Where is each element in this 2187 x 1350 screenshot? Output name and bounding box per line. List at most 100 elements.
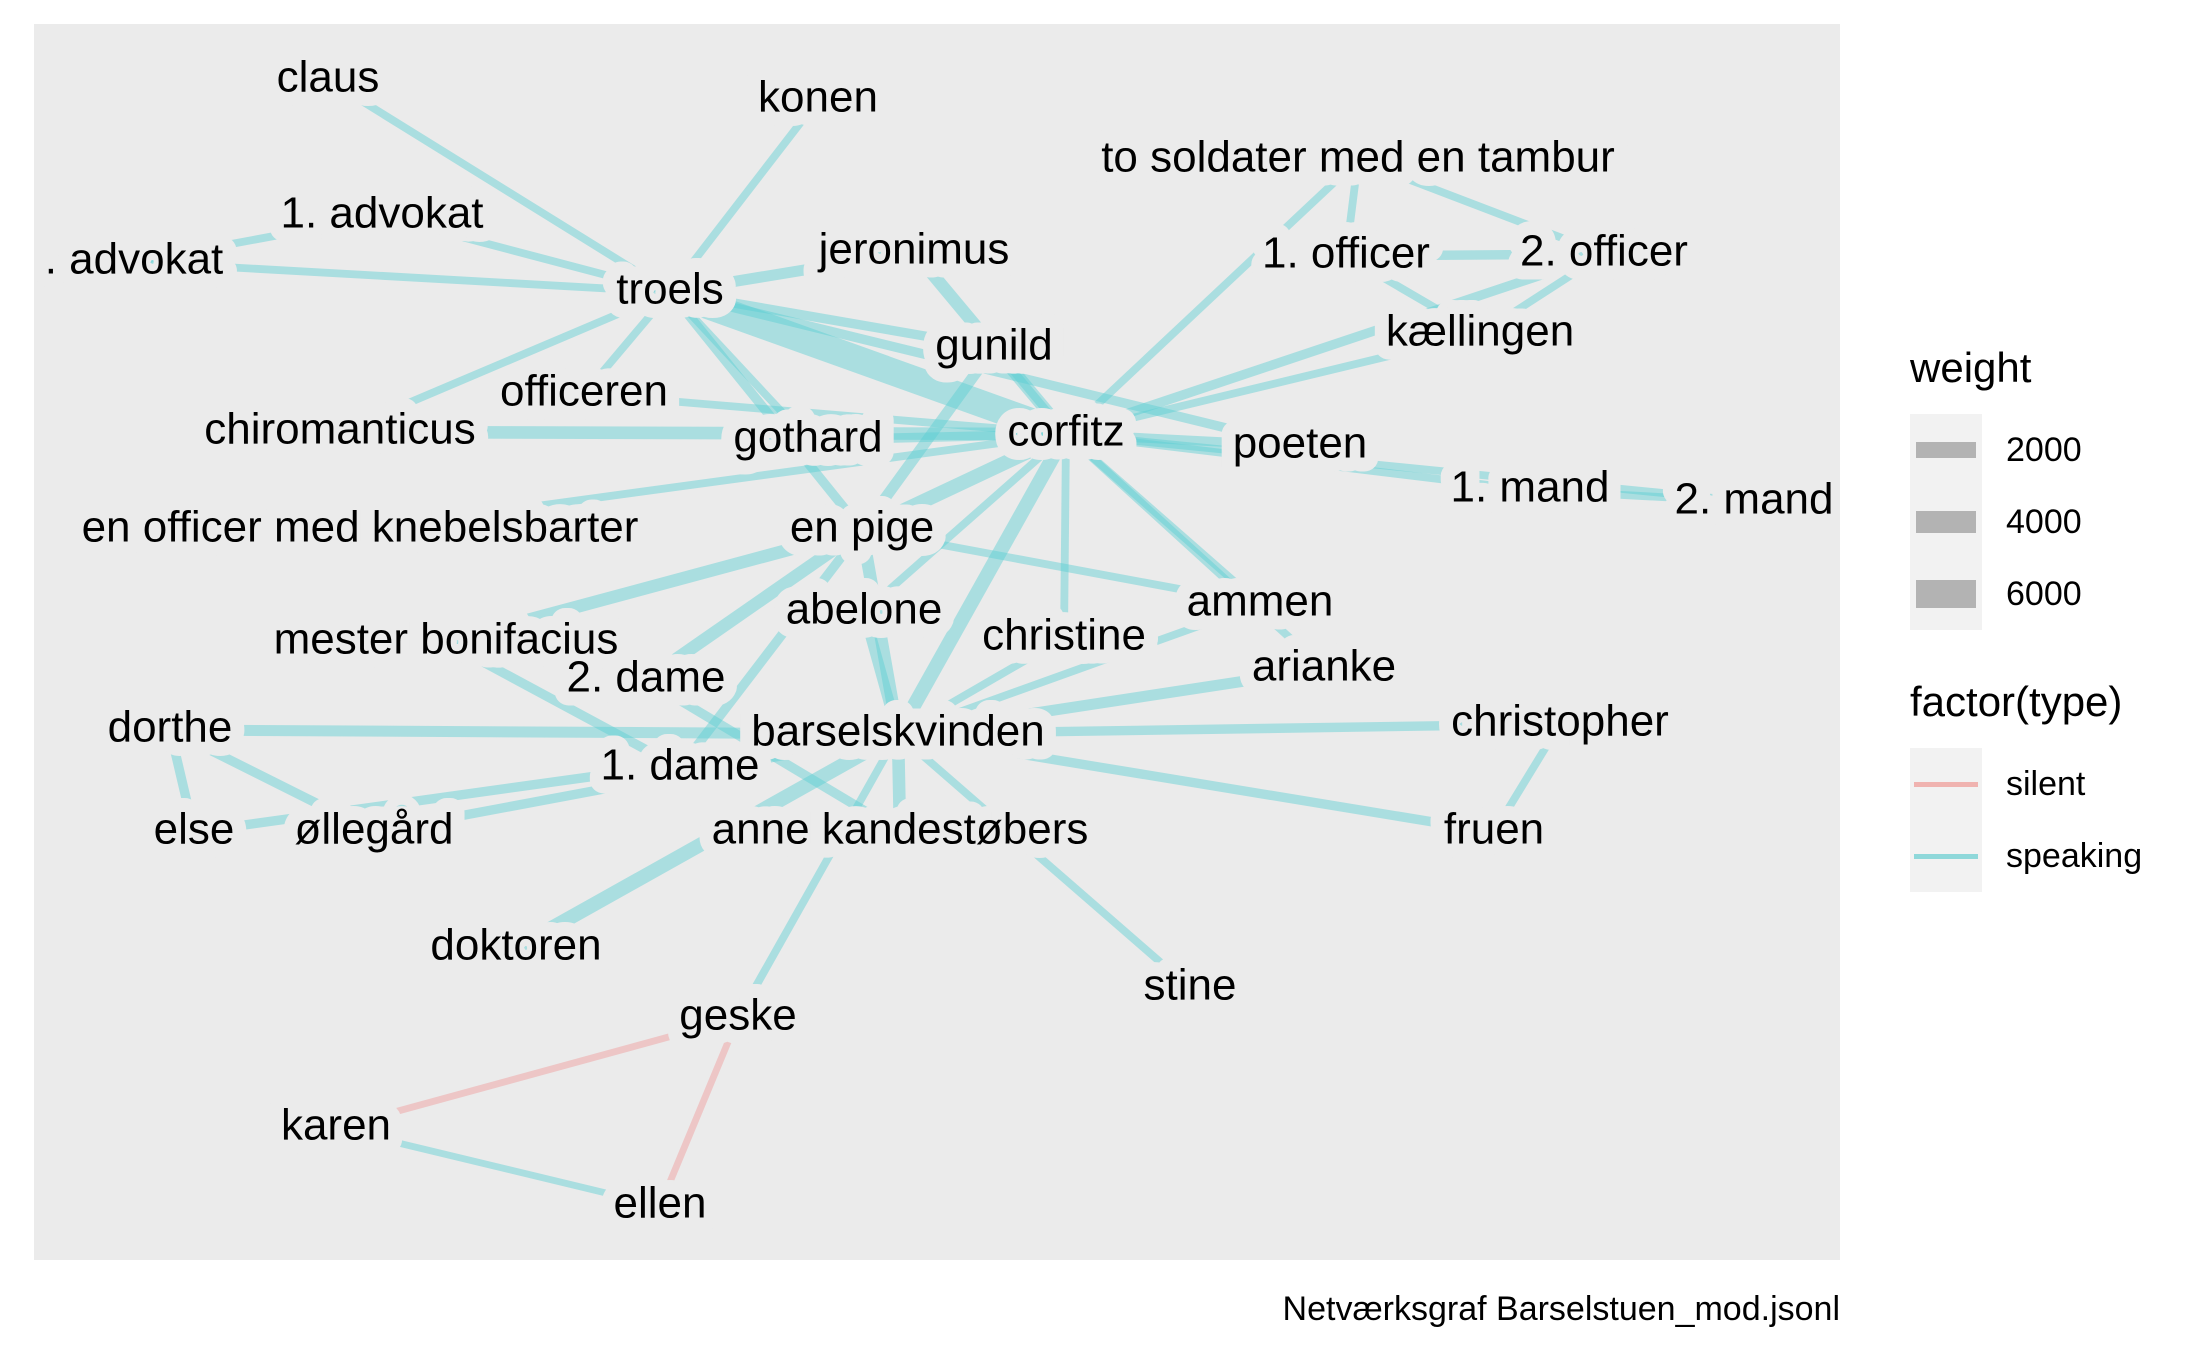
legend-weight-label: 2000 bbox=[2006, 430, 2082, 469]
node-label-konen: konen bbox=[758, 73, 878, 122]
node-label-ellen: ellen bbox=[614, 1179, 707, 1228]
node-label-kaellingen: kællingen bbox=[1386, 307, 1574, 356]
node-label-mester_bonifacius: mester bonifacius bbox=[274, 615, 619, 664]
node-label-dame1: 1. dame bbox=[601, 741, 760, 790]
edge-en_pige-ammen bbox=[861, 526, 1261, 608]
edge-claus-troels bbox=[325, 76, 673, 296]
edge-corfitz-ammen bbox=[1063, 431, 1263, 607]
edge-karen-ellen bbox=[335, 1124, 661, 1210]
legend-type-key bbox=[1910, 748, 1982, 820]
edge-advokat2-troels bbox=[133, 258, 671, 296]
edge-troels-gothard bbox=[667, 289, 811, 443]
edge-barselskvinden-stine bbox=[895, 731, 1193, 991]
edge-corfitz-christine bbox=[1060, 433, 1070, 639]
legend-weight: weight 2000 4000 6000 bbox=[1910, 344, 2180, 630]
node-label-fruen: fruen bbox=[1444, 805, 1544, 854]
edge-else-barselskvinden bbox=[193, 729, 899, 837]
node-label-mand1: 1. mand bbox=[1451, 463, 1610, 512]
weight-swatch bbox=[1916, 579, 1976, 609]
legend-weight-key bbox=[1910, 486, 1982, 558]
edge-troels-corfitz bbox=[665, 279, 1071, 447]
weight-swatch bbox=[1916, 511, 1976, 533]
node-label-poeten: poeten bbox=[1233, 419, 1368, 468]
legend-weight-item: 2000 bbox=[1910, 414, 2180, 486]
node-label-geske: geske bbox=[679, 991, 796, 1040]
edge-barselskvinden-ammen bbox=[896, 600, 1262, 738]
edge-to_soldater-corfitz bbox=[1063, 157, 1361, 437]
node-label-claus: claus bbox=[277, 53, 380, 102]
edge-mand1-mand2 bbox=[1529, 486, 1755, 506]
edge-ollegard-barselskvinden bbox=[373, 729, 899, 837]
edge-officer1-kaellingen bbox=[1344, 252, 1482, 338]
edge-officer2-kaellingen bbox=[1477, 250, 1607, 338]
edge-dorthe-ollegard bbox=[167, 725, 377, 837]
edge-officeren-corfitz bbox=[583, 390, 1067, 438]
legend-weight-item: 6000 bbox=[1910, 558, 2180, 630]
edge-konen-troels bbox=[666, 97, 822, 295]
node-label-gothard: gothard bbox=[733, 413, 882, 462]
network-graph: claus konen to soldater med en tambur 1. ad… bbox=[34, 39, 1840, 1242]
node-label-officer1: 1. officer bbox=[1262, 229, 1430, 278]
legend-weight-label: 4000 bbox=[2006, 502, 2082, 541]
node-label-else: else bbox=[154, 805, 235, 854]
legend-type-label: silent bbox=[2006, 764, 2086, 803]
legend-weight-title: weight bbox=[1910, 344, 2032, 391]
legend-type-key bbox=[1910, 820, 1982, 892]
edge-troels-jeronimus bbox=[669, 246, 915, 298]
node-label-officeren: officeren bbox=[500, 367, 668, 416]
node-label-abelone: abelone bbox=[786, 585, 943, 634]
node-label-mand2: 2. mand bbox=[1675, 475, 1834, 524]
node-label-karen: karen bbox=[281, 1101, 391, 1150]
node-label-arianke: arianke bbox=[1252, 642, 1396, 691]
edge-knebelsbarter-corfitz bbox=[359, 430, 1067, 534]
edge-gunild-corfitz bbox=[991, 345, 1069, 437]
edge-en_pige-dame2 bbox=[642, 524, 866, 686]
legend-weight-key bbox=[1910, 414, 1982, 486]
node-label-stine: stine bbox=[1144, 961, 1237, 1010]
node-label-christine: christine bbox=[982, 611, 1146, 660]
labels-layer: claus konen to soldater med en tambur 1. ad… bbox=[34, 39, 1840, 1242]
edge-barselskvinden-christine bbox=[896, 634, 1066, 738]
node-label-barselskvinden: barselskvinden bbox=[751, 707, 1045, 756]
edge-troels-chiromanticus bbox=[338, 288, 672, 436]
legend-weight-label: 6000 bbox=[2006, 574, 2082, 613]
legend-type: factor(type) silent speaking bbox=[1910, 678, 2180, 892]
edge-to_soldater-officer2 bbox=[1356, 156, 1606, 258]
edge-en_pige-dame1 bbox=[676, 527, 866, 771]
node-label-chiromanticus: chiromanticus bbox=[204, 405, 475, 454]
edge-christopher-fruen bbox=[1490, 721, 1564, 835]
edge-to_soldater-officer1 bbox=[1342, 159, 1362, 257]
legend-weight-item: 4000 bbox=[1910, 486, 2180, 558]
plot-panel: claus konen to soldater med en tambur 1. ad… bbox=[34, 24, 1840, 1260]
node-label-advokat2: . advokat bbox=[45, 235, 224, 284]
edge-barselskvinden-fruen bbox=[897, 729, 1495, 837]
type-swatch bbox=[1914, 781, 1978, 787]
edge-barselskvinden-anne_kandestobers bbox=[891, 733, 907, 833]
edge-troels-poeten bbox=[668, 287, 1302, 451]
node-label-corfitz: corfitz bbox=[1007, 407, 1124, 456]
legend-type-title: factor(type) bbox=[1910, 678, 2123, 725]
edge-gunild-en_pige bbox=[857, 344, 999, 534]
edge-corfitz-en_pige bbox=[858, 427, 1070, 537]
edge-corfitz-mand2 bbox=[1065, 430, 1755, 506]
legend-type-item: speaking bbox=[1910, 820, 2180, 892]
edges-layer bbox=[133, 76, 1755, 1210]
legend-type-item: silent bbox=[1910, 748, 2180, 820]
node-label-doktoren: doktoren bbox=[430, 921, 601, 970]
edge-chiromanticus-corfitz bbox=[339, 425, 1067, 441]
node-label-dame2: 2. dame bbox=[567, 653, 726, 702]
type-swatch bbox=[1914, 853, 1978, 859]
edge-officer1-officer2 bbox=[1345, 249, 1605, 261]
edge-gothard-corfitz bbox=[807, 429, 1067, 445]
edge-barselskvinden-arianke bbox=[897, 663, 1325, 740]
node-label-to_soldater: to soldater med en tambur bbox=[1101, 133, 1615, 182]
node-label-christopher: christopher bbox=[1451, 697, 1669, 746]
edge-barselskvinden-doktoren bbox=[512, 727, 902, 955]
edge-corfitz-arianke bbox=[1063, 431, 1327, 672]
caption: Netværksgraf Barselstuen_mod.jsonl bbox=[1282, 1290, 1840, 1328]
edge-mester_bonifacius-dame1 bbox=[443, 637, 683, 773]
edge-troels-en_pige bbox=[666, 289, 866, 533]
edge-jeronimus-corfitz bbox=[909, 247, 1071, 439]
node-label-knebelsbarter: en officer med knebelsbarter bbox=[82, 503, 639, 552]
